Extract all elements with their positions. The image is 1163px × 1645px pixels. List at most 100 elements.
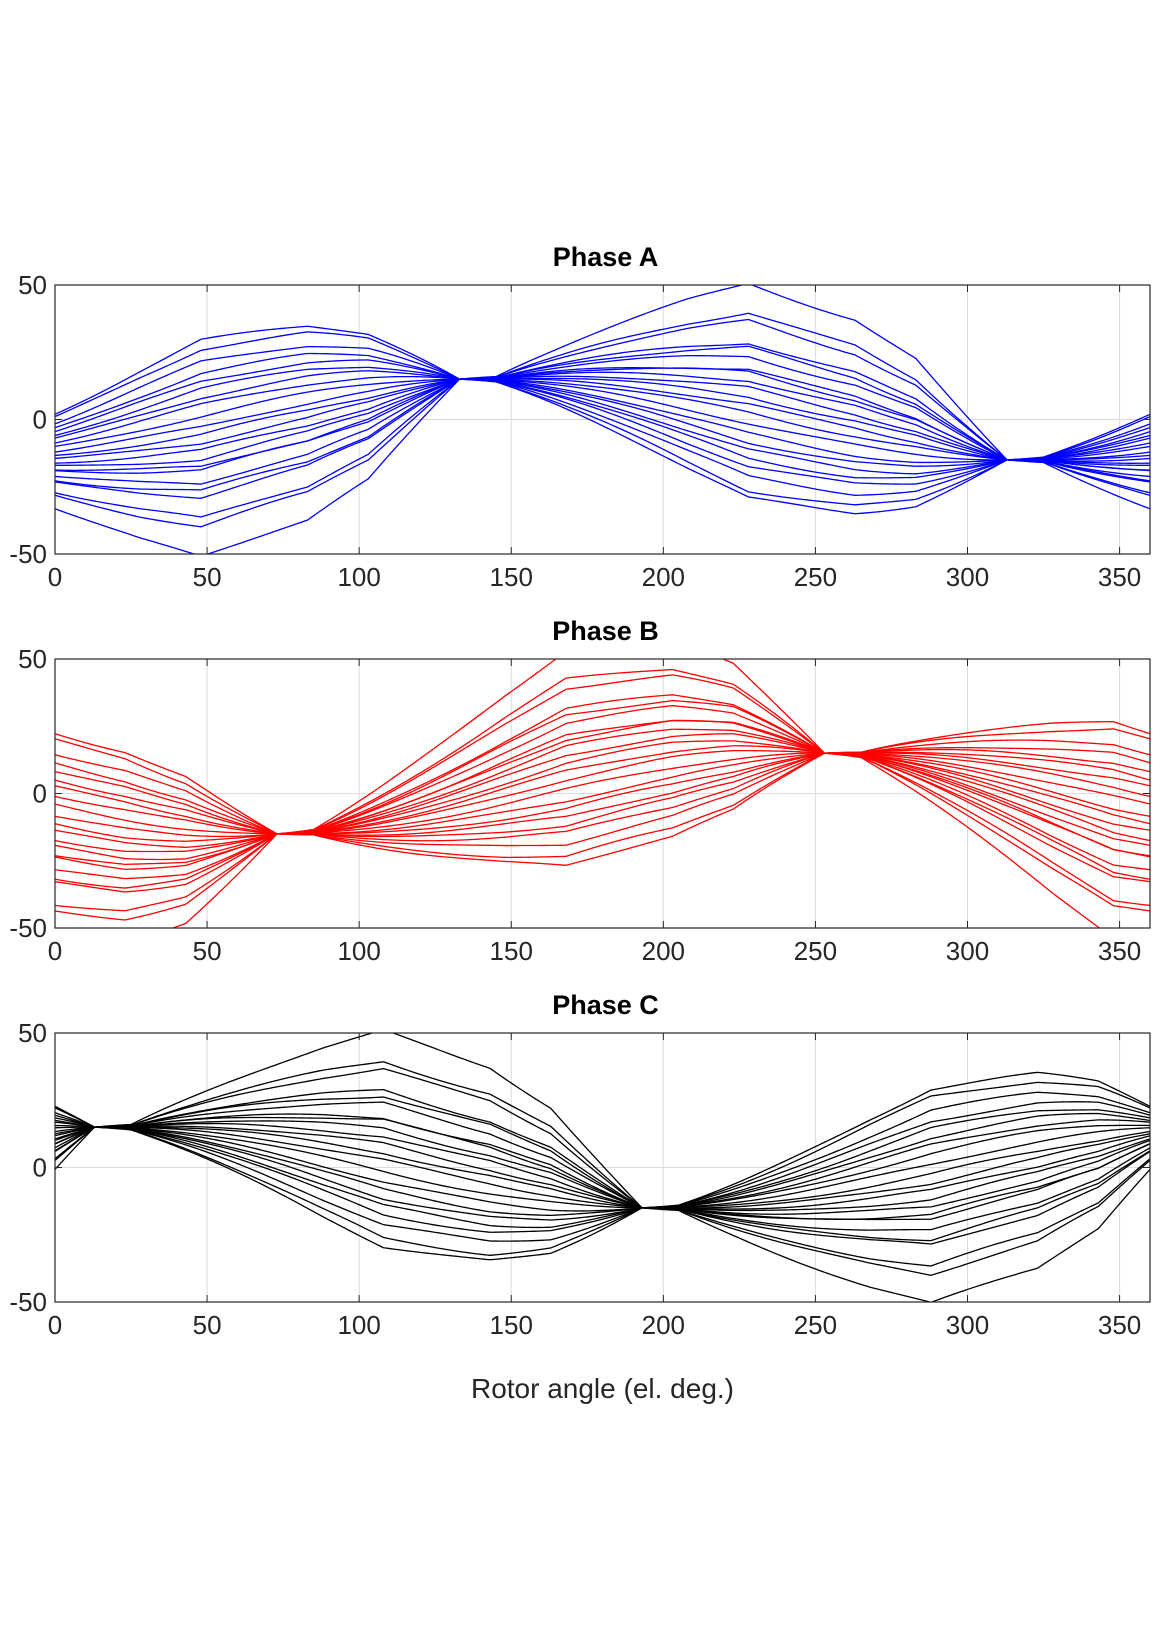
series-line [55, 355, 1150, 485]
series-line [55, 728, 1150, 861]
series-line [55, 1120, 1150, 1215]
series-line [55, 705, 1150, 880]
series-line [55, 721, 1150, 866]
y-tick-label: 0 [33, 1153, 47, 1183]
x-tick-label: 200 [642, 936, 685, 966]
series-group [55, 285, 1150, 554]
series-line [55, 733, 1150, 853]
series-line [55, 752, 1150, 835]
y-tick-label: -50 [9, 913, 47, 943]
x-tick-label: 250 [794, 1310, 837, 1340]
series-line [55, 331, 1150, 506]
series-line [55, 375, 1150, 464]
series-line [55, 749, 1150, 838]
series-group [55, 1033, 1150, 1302]
x-tick-label: 250 [794, 562, 837, 592]
series-line [55, 748, 1150, 838]
x-axis-label: Rotor angle (el. deg.) [471, 1373, 734, 1404]
x-tick-label: 0 [48, 1310, 62, 1340]
series-line [55, 740, 1150, 848]
series-line [55, 745, 1150, 842]
x-tick-label: 50 [193, 1310, 222, 1340]
series-line [55, 747, 1150, 842]
y-tick-label: 50 [18, 1018, 47, 1048]
series-line [55, 285, 1150, 554]
series-line [55, 312, 1150, 528]
series-line [55, 1033, 1150, 1302]
x-tick-label: 150 [490, 936, 533, 966]
series-line [55, 752, 1150, 835]
series-line [55, 751, 1150, 836]
series-line [55, 728, 1150, 858]
series-line [55, 1116, 1150, 1220]
x-tick-label: 0 [48, 936, 62, 966]
y-tick-label: 50 [18, 270, 47, 300]
panel-title: Phase C [552, 990, 659, 1020]
series-line [55, 1126, 1150, 1209]
series-line [55, 378, 1150, 461]
series-line [55, 366, 1150, 475]
series-line [55, 668, 1150, 921]
series-line [55, 1101, 1150, 1231]
series-line [55, 719, 1150, 866]
panel-title: Phase A [553, 242, 659, 272]
series-line [55, 674, 1150, 912]
x-tick-label: 0 [48, 562, 62, 592]
x-tick-label: 50 [193, 562, 222, 592]
x-tick-label: 300 [946, 936, 989, 966]
y-tick-label: 0 [33, 405, 47, 435]
series-line [55, 1081, 1150, 1256]
series-line [55, 375, 1150, 464]
series-line [55, 1091, 1150, 1242]
series-line [55, 370, 1150, 467]
series-line [55, 694, 1150, 893]
x-tick-label: 250 [794, 936, 837, 966]
series-line [55, 359, 1150, 479]
y-tick-label: 0 [33, 779, 47, 809]
series-line [55, 367, 1150, 471]
x-tick-label: 300 [946, 1310, 989, 1340]
series-line [55, 752, 1150, 835]
series-line [55, 1089, 1150, 1245]
panel-title: Phase B [552, 616, 659, 646]
series-line [55, 345, 1150, 496]
series-line [55, 1096, 1150, 1242]
x-tick-label: 350 [1098, 1310, 1141, 1340]
x-tick-label: 350 [1098, 936, 1141, 966]
series-line [55, 739, 1150, 847]
series-line [55, 1125, 1150, 1210]
y-tick-label: -50 [9, 1287, 47, 1317]
series-line [55, 1126, 1150, 1209]
series-line [55, 343, 1150, 499]
series-line [55, 1124, 1150, 1212]
series-line [55, 1113, 1150, 1221]
series-line [55, 352, 1150, 485]
series-line [55, 1119, 1150, 1217]
series-line [55, 377, 1150, 462]
series-line [55, 1101, 1150, 1233]
series-line [55, 345, 1150, 491]
x-tick-label: 100 [337, 562, 380, 592]
series-line [55, 371, 1150, 466]
series-line [55, 1109, 1150, 1229]
series-line [55, 1071, 1150, 1261]
series-line [55, 325, 1150, 515]
x-tick-label: 100 [337, 936, 380, 966]
series-line [55, 1061, 1150, 1276]
x-tick-label: 300 [946, 562, 989, 592]
series-line [55, 1112, 1150, 1221]
series-line [55, 1126, 1150, 1209]
y-tick-label: 50 [18, 644, 47, 674]
series-line [55, 1122, 1150, 1212]
series-line [55, 378, 1150, 461]
series-line [55, 1067, 1150, 1267]
series-line [170, 659, 1101, 928]
x-tick-label: 200 [642, 562, 685, 592]
series-line [55, 378, 1150, 461]
series-line [55, 318, 1150, 518]
x-tick-label: 200 [642, 1310, 685, 1340]
